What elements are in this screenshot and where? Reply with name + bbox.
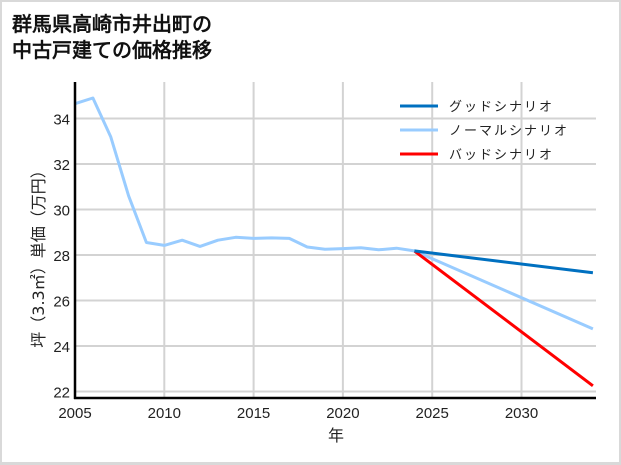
legend-label: グッドシナリオ (449, 100, 554, 115)
series-line (413, 249, 594, 331)
y-axis-label: 坪（3.3㎡）単価（万円） (29, 162, 48, 347)
y-tick-label: 24 (53, 339, 70, 356)
y-tick-label: 30 (53, 203, 70, 220)
x-tick-label: 2025 (416, 405, 449, 422)
x-tick-label: 2030 (505, 405, 538, 422)
chart-title-line-2: 中古戸建ての価格推移 (12, 38, 212, 62)
chart-title-line-1: 群馬県高崎市井出町の (12, 12, 212, 36)
legend-label: バッドシナリオ (449, 148, 554, 163)
x-axis-ticks: 2005 2010 2015 2020 2025 2030 (58, 405, 538, 422)
y-tick-label: 22 (53, 385, 70, 402)
y-tick-label: 26 (53, 294, 70, 311)
x-tick-label: 2010 (148, 405, 181, 422)
y-axis-ticks: 22 24 26 28 30 32 34 (53, 112, 70, 402)
x-tick-label: 2005 (58, 405, 91, 422)
series-line (414, 249, 594, 275)
x-tick-label: 2020 (326, 405, 359, 422)
y-tick-label: 32 (53, 157, 70, 174)
series-line (74, 96, 415, 253)
data-series (74, 96, 594, 387)
grid-lines (75, 82, 596, 398)
x-axis-label: 年 (328, 426, 344, 445)
y-tick-label: 28 (53, 248, 70, 265)
y-tick-label: 34 (53, 112, 70, 129)
axes (73, 82, 596, 400)
x-tick-label: 2015 (237, 405, 270, 422)
legend-label: ノーマルシナリオ (449, 124, 569, 139)
chart-title: 群馬県高崎市井出町の 中古戸建ての価格推移 (12, 11, 212, 63)
series-line (413, 249, 594, 387)
